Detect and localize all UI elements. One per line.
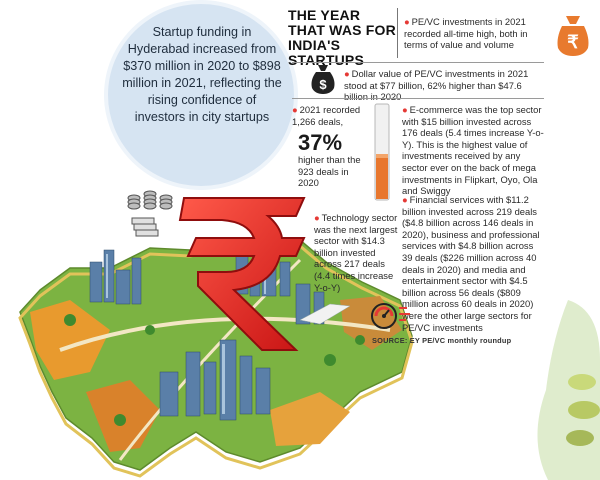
fact-pe-vc-text: PE/VC investments in 2021 recorded all-t… (404, 16, 528, 51)
fact-financial-text: Financial services with $11.2 billion in… (402, 194, 540, 333)
fact-financial: ● Financial services with $11.2 billion i… (402, 194, 540, 333)
quote-bubble (108, 4, 294, 186)
svg-text:$: $ (319, 77, 327, 92)
dollar-bag-icon: $ (311, 65, 335, 94)
coins-stack-icon (127, 190, 173, 237)
headline: THE YEAR THAT WAS FOR INDIA'S STARTUPS (288, 7, 396, 68)
speedometer-icon (371, 303, 410, 329)
fact-technology: ● Technology sector was the next largest … (314, 212, 398, 293)
fact-pe-vc: ● PE/VC investments in 2021 recorded all-… (404, 16, 528, 51)
rupee-symbol-icon (178, 197, 306, 351)
money-bag-icon: ₹ (557, 16, 589, 56)
bubble-text: Startup funding in Hyderabad increased f… (122, 25, 282, 124)
fact-technology-text: Technology sector was the next largest s… (314, 212, 398, 293)
fact-dollar-value: ● Dollar value of PE/VC investments in 20… (344, 68, 529, 103)
fact-dollar-value-text: Dollar value of PE/VC investments in 202… (344, 68, 529, 103)
deals-percent-text: higher than the 923 deals in 2020 (298, 154, 361, 189)
fact-ecommerce-text: E-commerce was the top sector with $15 b… (402, 104, 544, 197)
divider (292, 98, 544, 99)
source-note: SOURCE: EY PE/VC monthly roundup (372, 336, 512, 345)
svg-text:₹: ₹ (567, 32, 579, 52)
decorative-coins-image (537, 300, 600, 480)
fact-deals-text: 2021 recorded 1,266 deals, (292, 104, 361, 127)
fact-deals: ● 2021 recorded 1,266 deals, (292, 104, 361, 127)
divider (397, 8, 398, 58)
thermometer-icon (374, 103, 390, 201)
deals-percent: 37% (298, 130, 343, 155)
divider (292, 62, 544, 63)
fact-ecommerce: ● E-commerce was the top sector with $15 … (402, 104, 544, 197)
